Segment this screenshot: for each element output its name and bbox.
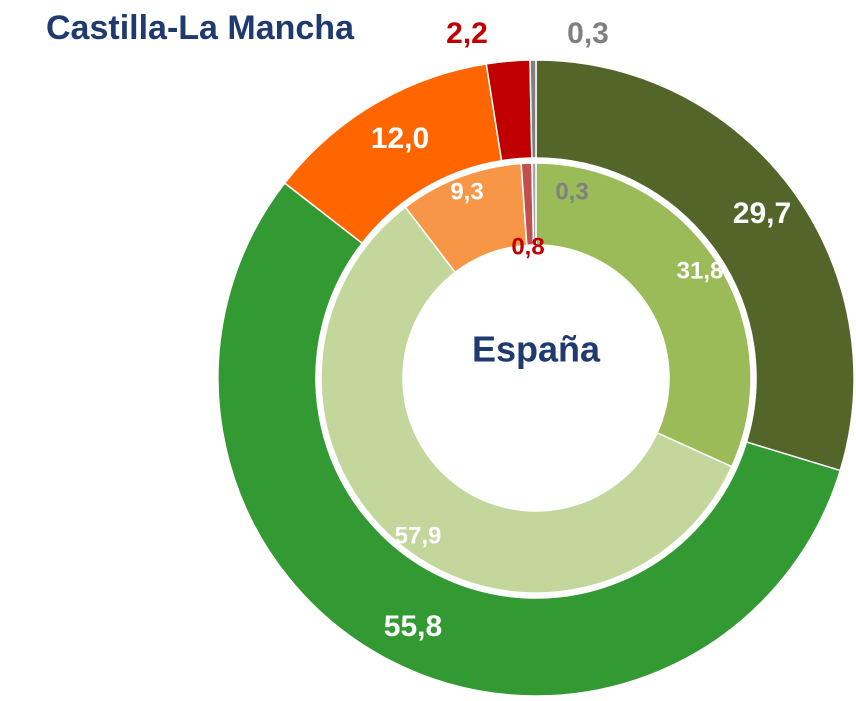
data-label: 12,0 (371, 122, 429, 155)
center-label: España (472, 329, 601, 370)
data-label: 9,3 (450, 178, 483, 205)
data-label: 0,3 (567, 17, 609, 50)
data-label: 31,8 (677, 257, 724, 284)
data-label: 57,9 (395, 522, 442, 549)
donut-segment (535, 59, 855, 472)
donut-segment (535, 162, 752, 468)
data-label: 29,7 (733, 197, 791, 230)
donut-segment (531, 162, 537, 246)
donut-segment (217, 182, 842, 697)
data-label: 0,8 (511, 233, 544, 260)
data-label: 2,2 (446, 17, 488, 50)
data-label: 55,8 (384, 610, 442, 643)
donut-segment (320, 206, 733, 594)
data-label: 0,3 (555, 178, 588, 205)
donut-segment (529, 59, 537, 159)
chart-title: Castilla-La Mancha (46, 9, 355, 47)
